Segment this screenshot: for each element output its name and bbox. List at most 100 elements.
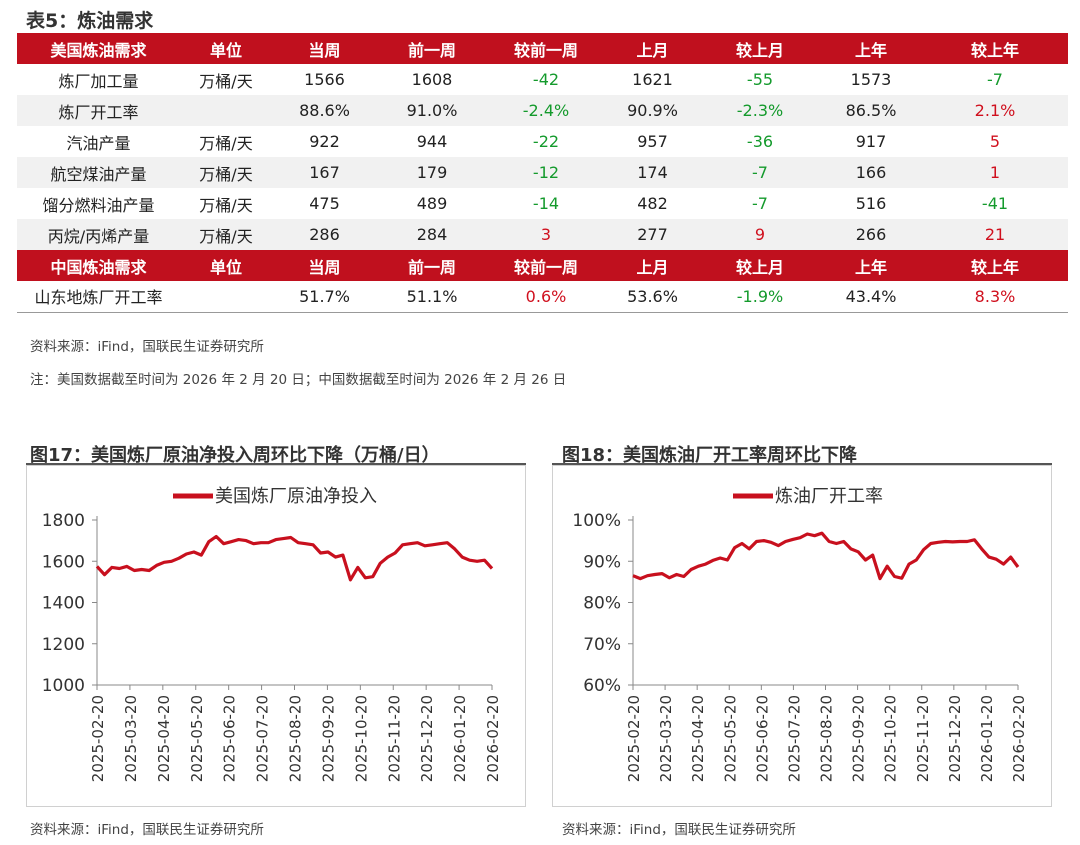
- table-cell: 9: [700, 219, 820, 250]
- table-cell: -14: [487, 188, 605, 219]
- table-cell: -7: [700, 157, 820, 188]
- table-cell: 馏分燃料油产量: [17, 188, 180, 219]
- fig17-chart-box: 1000 1200 1400 1600 1800 2025-02-20 2025-03-20…: [26, 465, 526, 807]
- x-tick-label: 2025-09-20: [319, 695, 337, 782]
- y-tick-label: 1400: [42, 594, 85, 614]
- y-tick-label: 80%: [583, 594, 621, 614]
- table-cell: -41: [922, 188, 1068, 219]
- cn-header-row: 中国炼油需求 单位 当周 前一周 较前一周 上月 较上月 上年 较上年: [17, 250, 1068, 281]
- x-tick-label: 2025-10-20: [352, 695, 370, 782]
- x-tick-label: 2025-08-20: [287, 695, 305, 782]
- table-row: 汽油产量 万桶/天 922 944 -22 957 -36 917 5: [17, 126, 1068, 157]
- fig18-title: 图18：美国炼油厂开工率周环比下降: [562, 445, 858, 466]
- x-tick-label: 2025-10-20: [882, 695, 900, 782]
- table-cell: 286: [272, 219, 377, 250]
- table-cell: 炼厂加工量: [17, 64, 180, 95]
- col-header: 当周: [272, 33, 377, 64]
- table-cell: -12: [487, 157, 605, 188]
- col-header: 上年: [820, 33, 922, 64]
- col-header: 当周: [272, 250, 377, 281]
- table-cell: 944: [377, 126, 487, 157]
- table-cell: 51.1%: [377, 281, 487, 313]
- fig18-chart-box: 60% 70% 80% 90% 100% 2025-02-20 2025-03-20 2025…: [552, 465, 1052, 807]
- refining-demand-table: 美国炼油需求 单位 当周 前一周 较前一周 上月 较上月 上年 较上年 炼厂加工…: [17, 33, 1068, 313]
- table-cell: 航空煤油产量: [17, 157, 180, 188]
- x-tick-label: 2025-02-20: [89, 695, 107, 782]
- table-cell: 万桶/天: [180, 188, 272, 219]
- x-tick-label: 2025-06-20: [221, 695, 239, 782]
- table-cell: -1.9%: [700, 281, 820, 313]
- x-tick-label: 2026-01-20: [978, 695, 996, 782]
- table-cell: 8.3%: [922, 281, 1068, 313]
- table-row: 炼厂加工量 万桶/天 1566 1608 -42 1621 -55 1573 -7: [17, 64, 1068, 95]
- table-cell: 炼厂开工率: [17, 95, 180, 126]
- table-row: 航空煤油产量 万桶/天 167 179 -12 174 -7 166 1: [17, 157, 1068, 188]
- series-line: [95, 534, 494, 582]
- x-tick-label: 2025-12-20: [418, 695, 436, 782]
- table-cell: 88.6%: [272, 95, 377, 126]
- table-cell: 0.6%: [487, 281, 605, 313]
- us-header-row: 美国炼油需求 单位 当周 前一周 较前一周 上月 较上月 上年 较上年: [17, 33, 1068, 64]
- table-cell: [180, 95, 272, 126]
- table-cell: 53.6%: [605, 281, 700, 313]
- x-tick-label: 2026-02-20: [484, 695, 502, 782]
- fig18-rule: [552, 463, 1052, 465]
- y-tick-label: 1600: [42, 552, 85, 572]
- table-cell: 266: [820, 219, 922, 250]
- col-header: 前一周: [377, 250, 487, 281]
- col-header: 较上月: [700, 33, 820, 64]
- table-cell: 万桶/天: [180, 219, 272, 250]
- col-header: 上月: [605, 33, 700, 64]
- y-tick-label: 90%: [583, 552, 621, 572]
- table-cell: 5: [922, 126, 1068, 157]
- table-cell: [180, 281, 272, 313]
- x-tick-label: 2025-03-20: [122, 695, 140, 782]
- table-cell: 丙烷/丙烯产量: [17, 219, 180, 250]
- x-tick-label: 2026-01-20: [451, 695, 469, 782]
- col-header: 上月: [605, 250, 700, 281]
- table-cell: 43.4%: [820, 281, 922, 313]
- table-cell: -36: [700, 126, 820, 157]
- legend-label: 炼油厂开工率: [775, 486, 883, 507]
- y-tick-label: 60%: [583, 676, 621, 696]
- table-cell: 3: [487, 219, 605, 250]
- x-tick-label: 2025-07-20: [785, 695, 803, 782]
- table-cell: 山东地炼厂开工率: [17, 281, 180, 313]
- table-cell: -2.4%: [487, 95, 605, 126]
- table-cell: 万桶/天: [180, 157, 272, 188]
- table-cell: 万桶/天: [180, 64, 272, 95]
- table-title: 表5：炼油需求: [26, 10, 154, 32]
- table-cell: 166: [820, 157, 922, 188]
- table-cell: 汽油产量: [17, 126, 180, 157]
- col-header: 单位: [180, 250, 272, 281]
- y-tick-label: 100%: [572, 511, 621, 531]
- table-cell: -2.3%: [700, 95, 820, 126]
- table-cell: -7: [922, 64, 1068, 95]
- x-tick-label: 2025-09-20: [850, 695, 868, 782]
- table-cell: 489: [377, 188, 487, 219]
- table-cell: 167: [272, 157, 377, 188]
- x-tick-label: 2025-11-20: [914, 695, 932, 782]
- col-header: 中国炼油需求: [17, 250, 180, 281]
- x-tick-label: 2025-04-20: [155, 695, 173, 782]
- fig17-rule: [26, 463, 526, 465]
- col-header: 较前一周: [487, 250, 605, 281]
- table-cell: 957: [605, 126, 700, 157]
- x-tick-label: 2026-02-20: [1010, 695, 1028, 782]
- table-cell: 86.5%: [820, 95, 922, 126]
- col-header: 较上年: [922, 33, 1068, 64]
- table-cell: 284: [377, 219, 487, 250]
- table-cell: 1621: [605, 64, 700, 95]
- table-source: 资料来源：iFind，国联民生证券研究所: [30, 339, 264, 355]
- table-cell: 516: [820, 188, 922, 219]
- table-cell: 174: [605, 157, 700, 188]
- y-tick-label: 1200: [42, 635, 85, 655]
- fig17-chart: 1000 1200 1400 1600 1800 2025-02-20 2025-03-20…: [42, 486, 502, 782]
- fig17-source: 资料来源：iFind，国联民生证券研究所: [30, 822, 264, 838]
- x-tick-label: 2025-08-20: [818, 695, 836, 782]
- fig18-chart: 60% 70% 80% 90% 100% 2025-02-20 2025-03-20 2025…: [572, 486, 1028, 782]
- table-cell: 万桶/天: [180, 126, 272, 157]
- table-cell: 51.7%: [272, 281, 377, 313]
- x-tick-label: 2025-12-20: [946, 695, 964, 782]
- col-header: 单位: [180, 33, 272, 64]
